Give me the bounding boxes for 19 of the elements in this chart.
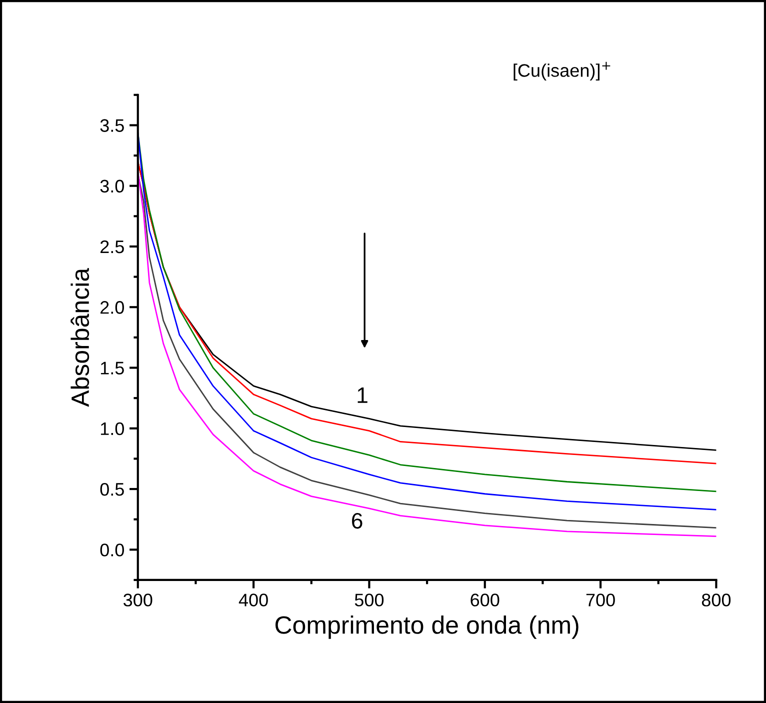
annotation: 6 [352,512,362,529]
y-tick-label: 1.5 [100,362,124,374]
y-tick-label: 1.0 [100,422,124,436]
x-tick-label: 700 [586,594,615,606]
x-tick-label: 500 [354,594,384,606]
x-tick-label: 300 [124,594,152,606]
x-tick-label: 400 [238,594,268,606]
y-tick-label: 3.5 [100,119,124,132]
x-tick-label: 800 [702,594,731,606]
y-tick-label: 2.0 [100,301,124,314]
x-tick-label: 600 [470,594,500,606]
x-axis-title: Comprimento de onda (nm) [275,616,578,639]
annotation: 1 [358,388,368,403]
y-tick-label: 3.0 [100,180,124,193]
y-axis-title: Absorbância [70,268,90,407]
chart-title: [Cu(isaen)]$^{+}$ [514,62,610,80]
y-tick-label: 0.5 [100,482,124,496]
y-tick-label: 2.5 [100,240,124,254]
y-tick-label: 0.0 [100,544,124,556]
